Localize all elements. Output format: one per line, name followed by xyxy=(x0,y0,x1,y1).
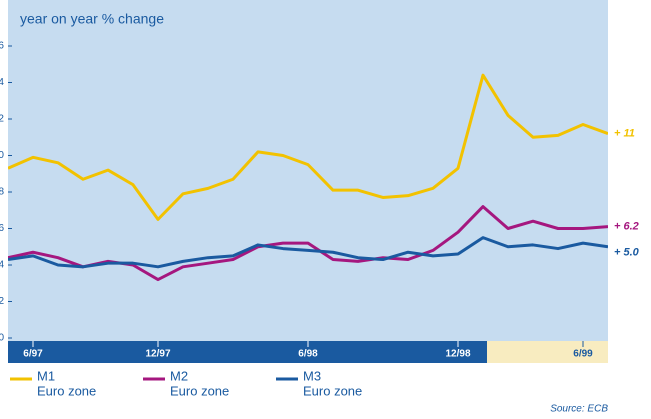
end-label: + 6.2 xyxy=(614,221,639,233)
x-tick-label: 12/97 xyxy=(145,349,170,360)
end-label: + 11 xyxy=(614,128,635,140)
y-tick-label: 6 xyxy=(0,223,4,234)
series-line xyxy=(8,205,608,282)
plot-area xyxy=(8,0,608,341)
x-tick-label: 6/97 xyxy=(23,349,43,360)
y-tick-label: 8 xyxy=(0,187,4,198)
legend-region: Euro zone xyxy=(37,383,96,398)
source: Source: ECB xyxy=(550,404,608,415)
x-tick-label: 12/98 xyxy=(445,349,470,360)
y-tick-label: 14 xyxy=(0,77,4,88)
y-tick-label: 4 xyxy=(0,260,4,271)
y-tick-label: 16 xyxy=(0,41,4,52)
y-tick-label: 0 xyxy=(0,333,4,344)
legend-label: M2 xyxy=(170,368,188,383)
x-tick-label: 6/98 xyxy=(298,349,318,360)
legend-label: M1 xyxy=(37,368,55,383)
end-label: + 5.0 xyxy=(614,247,640,259)
x-tick-label: 6/99 xyxy=(573,349,593,360)
y-tick-label: 10 xyxy=(0,150,4,161)
legend-label: M3 xyxy=(303,368,321,383)
y-tick-label: 12 xyxy=(0,114,4,125)
chart-title: year on year % change xyxy=(20,11,164,27)
series-line xyxy=(8,236,608,269)
y-tick-label: 2 xyxy=(0,296,4,307)
legend-region: Euro zone xyxy=(303,383,362,398)
x-axis-band-forecast xyxy=(487,341,608,363)
series-line xyxy=(8,73,608,221)
legend-region: Euro zone xyxy=(170,383,229,398)
x-axis-band xyxy=(8,341,487,363)
